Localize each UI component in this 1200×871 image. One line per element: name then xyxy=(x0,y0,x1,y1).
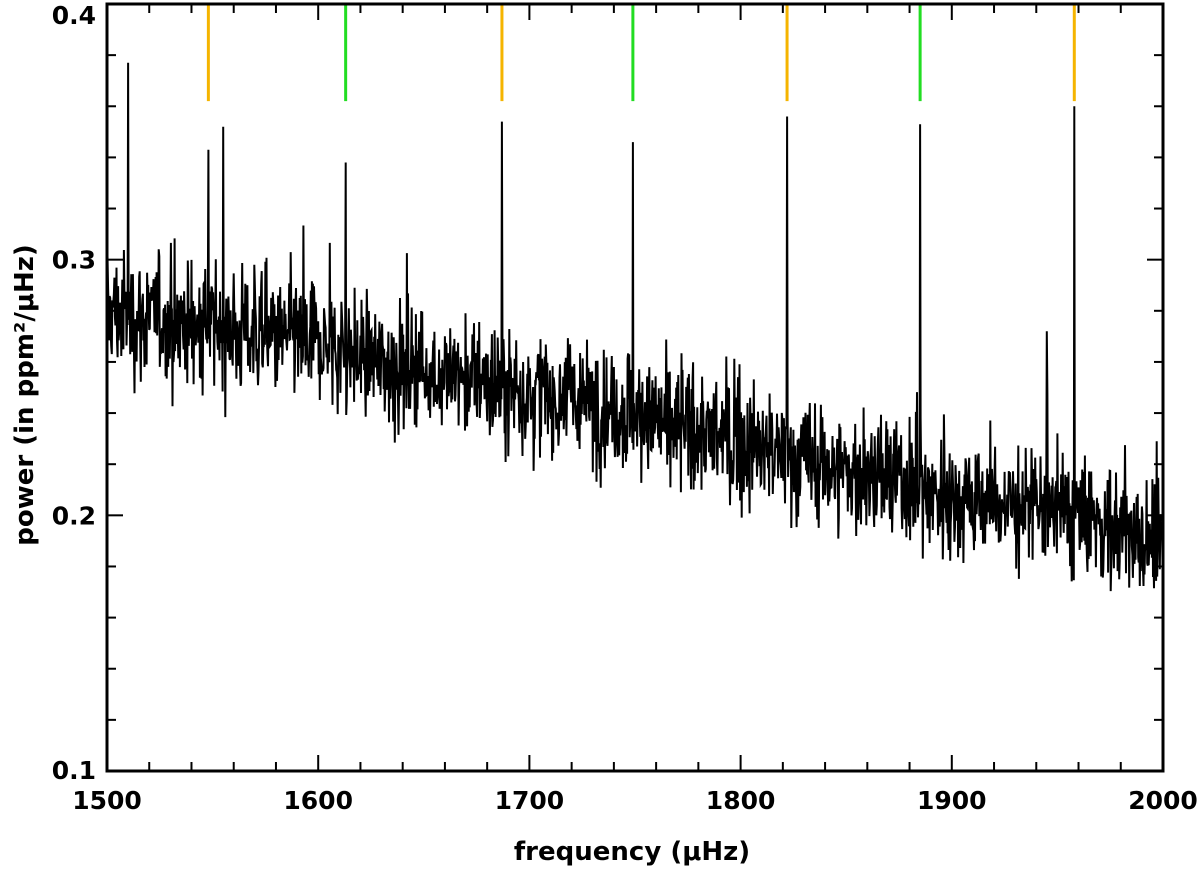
x-tick-label: 2000 xyxy=(1128,786,1198,815)
y-axis-label: power (in ppm²/μHz) xyxy=(10,244,40,545)
x-tick-label: 1600 xyxy=(283,786,353,815)
x-tick-label: 1900 xyxy=(917,786,987,815)
y-tick-label: 0.4 xyxy=(52,1,96,30)
series-line xyxy=(106,62,1164,592)
x-tick-label: 1500 xyxy=(72,786,142,815)
mode-markers xyxy=(206,4,1076,102)
y-tick-label: 0.2 xyxy=(52,501,96,530)
plot-lines xyxy=(106,62,1164,592)
plot-frame xyxy=(105,2,1165,773)
x-axis-label: frequency (μHz) xyxy=(514,837,750,867)
y-tick-label: 0.3 xyxy=(52,246,96,275)
y-tick-label: 0.1 xyxy=(52,756,96,785)
x-tick-label: 1700 xyxy=(495,786,565,815)
tick-labels: 1500 1600 1700 1800 1900 2000 0.1 0.2 0.3 0.4 xyxy=(52,1,1198,815)
axis-ticks xyxy=(106,3,1164,772)
x-tick-label: 1800 xyxy=(706,786,776,815)
